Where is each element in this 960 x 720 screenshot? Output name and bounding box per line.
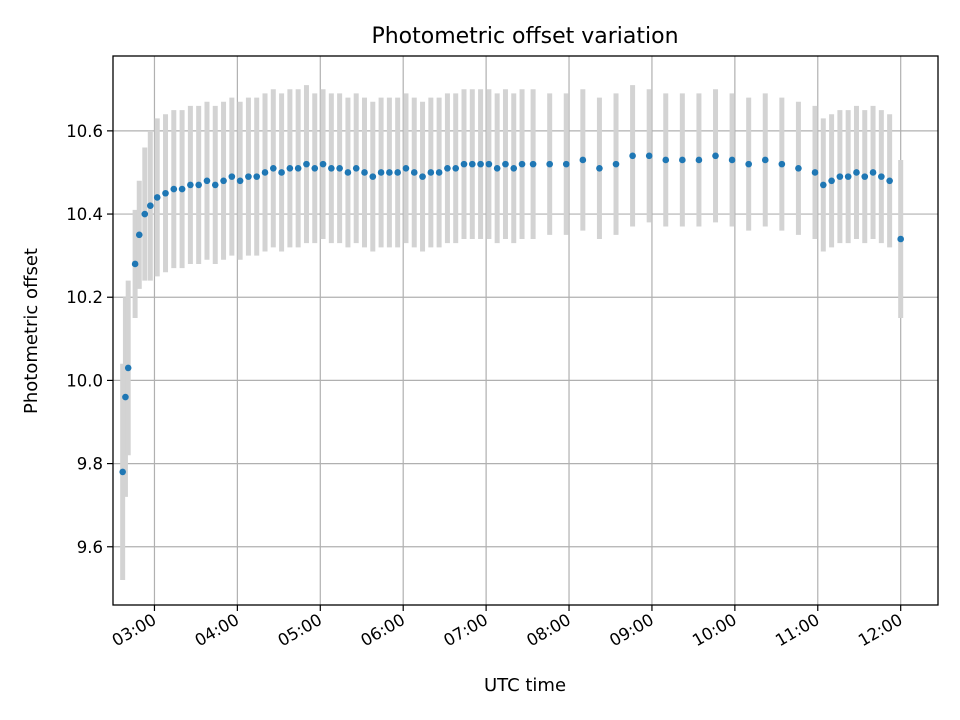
data-point: [170, 185, 178, 193]
data-point: [820, 181, 827, 189]
plot-frame: [112, 55, 939, 606]
data-point: [394, 169, 401, 176]
data-point: [253, 173, 261, 180]
data-point: [579, 156, 587, 164]
data-point: [369, 173, 377, 180]
data-point: [562, 160, 570, 168]
data-point: [147, 202, 154, 210]
data-point: [311, 164, 319, 172]
data-point: [427, 169, 435, 176]
data-point: [529, 160, 537, 168]
data-point: [319, 160, 327, 168]
data-point: [546, 160, 553, 168]
data-point: [419, 173, 426, 180]
data-point: [236, 177, 244, 185]
chart-title: Photometric offset variation: [371, 24, 678, 49]
x-axis-label: UTC time: [484, 675, 566, 696]
data-point: [712, 152, 719, 160]
y-tick-label: 9.8: [77, 455, 103, 474]
data-point: [518, 160, 526, 168]
data-point: [662, 156, 670, 164]
data-point: [386, 169, 393, 176]
data-point: [612, 160, 620, 168]
data-point: [886, 177, 893, 185]
data-point: [303, 160, 310, 168]
data-point: [878, 173, 885, 180]
data-point: [460, 160, 468, 168]
data-point: [853, 169, 860, 176]
data-point: [795, 164, 802, 172]
data-point: [761, 156, 769, 164]
y-tick-label: 10.2: [66, 288, 103, 307]
data-point: [811, 169, 819, 176]
data-point: [131, 260, 139, 268]
data-point: [596, 164, 603, 172]
data-point: [361, 169, 368, 176]
data-point: [220, 177, 227, 185]
data-point: [897, 235, 904, 243]
data-point: [645, 152, 653, 160]
data-point: [119, 468, 126, 476]
data-point: [228, 173, 236, 180]
data-point: [435, 169, 443, 176]
y-tick-label: 10.0: [66, 371, 103, 390]
data-point: [124, 364, 132, 372]
data-point: [869, 169, 877, 176]
data-point: [836, 173, 844, 180]
data-point: [452, 164, 460, 172]
data-point: [629, 152, 636, 160]
data-point: [844, 173, 852, 180]
data-point: [153, 194, 161, 201]
data-point: [502, 160, 509, 168]
data-point: [728, 156, 736, 164]
y-tick-label: 10.6: [66, 122, 103, 141]
y-tick-label: 9.6: [77, 538, 103, 557]
data-point: [294, 164, 302, 172]
data-point: [162, 189, 169, 197]
data-point: [328, 164, 335, 172]
data-point: [286, 164, 294, 172]
data-point: [828, 177, 835, 185]
data-point: [778, 160, 786, 168]
data-point: [270, 164, 277, 172]
data-point: [187, 181, 194, 189]
data-point: [695, 156, 703, 164]
data-point: [178, 185, 186, 193]
data-point: [211, 181, 219, 189]
data-point: [510, 164, 518, 172]
data-point: [679, 156, 686, 164]
data-point: [745, 160, 752, 168]
data-point: [477, 160, 484, 168]
data-point: [141, 210, 149, 218]
data-point: [468, 160, 476, 168]
data-point: [245, 173, 252, 180]
data-point: [493, 164, 501, 172]
data-point: [861, 173, 869, 180]
data-point: [195, 181, 202, 189]
data-point: [410, 169, 418, 176]
data-points: [119, 152, 904, 476]
data-point: [203, 177, 211, 185]
data-point: [485, 160, 493, 168]
data-point: [278, 169, 285, 176]
data-point: [352, 164, 360, 172]
y-axis-label: Photometric offset: [21, 248, 42, 414]
y-tick-label: 10.4: [66, 205, 103, 224]
data-point: [336, 164, 343, 172]
data-point: [377, 169, 385, 176]
data-point: [402, 164, 410, 172]
data-point: [444, 164, 451, 172]
data-point: [344, 169, 352, 176]
data-point: [122, 393, 129, 401]
data-point: [261, 169, 269, 176]
data-point: [135, 231, 143, 239]
